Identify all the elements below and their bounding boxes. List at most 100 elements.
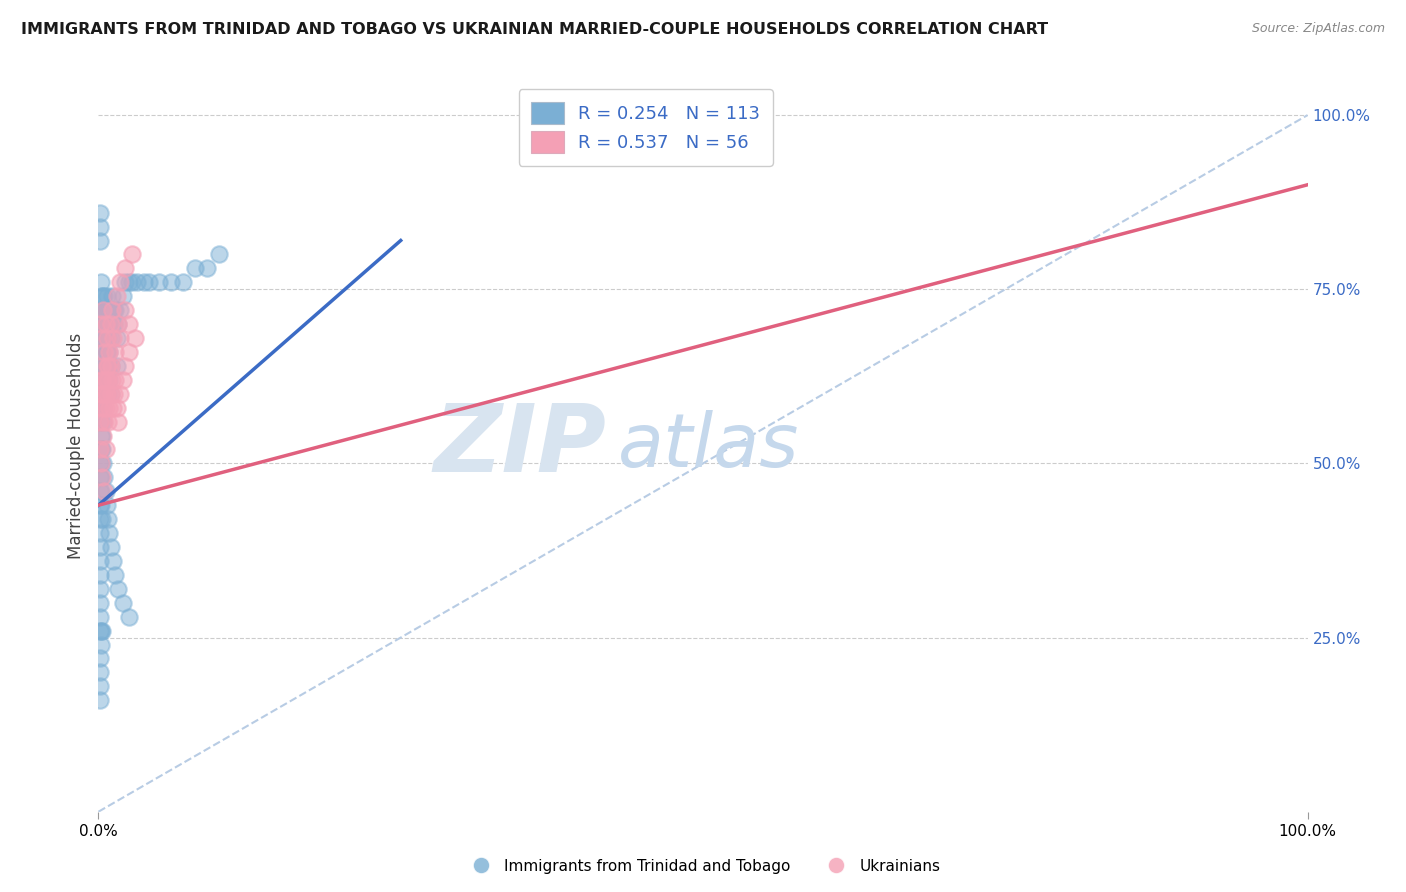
Point <box>89 651 111 665</box>
Point <box>96 331 118 345</box>
Point <box>90 373 112 387</box>
Point <box>100 289 122 303</box>
Point <box>160 275 183 289</box>
Point <box>91 289 114 303</box>
Point <box>91 303 114 318</box>
Point <box>89 386 111 401</box>
Text: IMMIGRANTS FROM TRINIDAD AND TOBAGO VS UKRAINIAN MARRIED-COUPLE HOUSEHOLDS CORRE: IMMIGRANTS FROM TRINIDAD AND TOBAGO VS U… <box>21 22 1049 37</box>
Point <box>97 359 120 373</box>
Point <box>97 331 120 345</box>
Point <box>90 457 112 471</box>
Point <box>89 415 111 429</box>
Point <box>108 303 131 318</box>
Point <box>101 331 124 345</box>
Point <box>111 373 134 387</box>
Point <box>89 442 111 457</box>
Point <box>118 317 141 331</box>
Point <box>91 289 114 303</box>
Point <box>100 317 122 331</box>
Text: ZIP: ZIP <box>433 400 606 492</box>
Point <box>90 386 112 401</box>
Point <box>91 331 114 345</box>
Point <box>90 345 112 359</box>
Point <box>96 498 118 512</box>
Point <box>91 457 114 471</box>
Point <box>91 442 114 457</box>
Point <box>148 275 170 289</box>
Point <box>107 317 129 331</box>
Point <box>93 386 115 401</box>
Point <box>118 345 141 359</box>
Text: atlas: atlas <box>619 410 800 482</box>
Point <box>89 401 111 415</box>
Point <box>104 373 127 387</box>
Point <box>208 247 231 261</box>
Point <box>89 665 111 680</box>
Point <box>100 373 122 387</box>
Point <box>104 303 127 318</box>
Point <box>89 442 111 457</box>
Point <box>93 470 115 484</box>
Point <box>91 317 114 331</box>
Point <box>94 331 117 345</box>
Point <box>91 303 114 318</box>
Point <box>91 428 114 442</box>
Point <box>91 317 114 331</box>
Point <box>118 609 141 624</box>
Point <box>89 567 111 582</box>
Point <box>91 386 114 401</box>
Legend: Immigrants from Trinidad and Tobago, Ukrainians: Immigrants from Trinidad and Tobago, Ukr… <box>460 853 946 880</box>
Point <box>98 373 121 387</box>
Point <box>108 386 131 401</box>
Point <box>89 582 111 596</box>
Point <box>98 345 121 359</box>
Point <box>91 331 114 345</box>
Point <box>93 359 115 373</box>
Point <box>100 317 122 331</box>
Point <box>97 386 120 401</box>
Point <box>111 289 134 303</box>
Point <box>90 442 112 457</box>
Point <box>114 303 136 318</box>
Point <box>134 275 156 289</box>
Point <box>96 289 118 303</box>
Point <box>108 275 131 289</box>
Point <box>105 359 128 373</box>
Point <box>97 512 120 526</box>
Point <box>114 261 136 276</box>
Point <box>105 401 128 415</box>
Point <box>105 331 128 345</box>
Point <box>93 345 115 359</box>
Point <box>91 470 114 484</box>
Point <box>89 693 111 707</box>
Point <box>105 289 128 303</box>
Text: Source: ZipAtlas.com: Source: ZipAtlas.com <box>1251 22 1385 36</box>
Point <box>94 373 117 387</box>
Point <box>94 401 117 415</box>
Point <box>89 540 111 554</box>
Point <box>108 331 131 345</box>
Point <box>90 317 112 331</box>
Point <box>100 386 122 401</box>
Point <box>91 624 114 638</box>
Point <box>94 317 117 331</box>
Point <box>90 470 112 484</box>
Point <box>89 401 111 415</box>
Point <box>97 373 120 387</box>
Point <box>97 303 120 318</box>
Point <box>107 582 129 596</box>
Point <box>121 275 143 289</box>
Point <box>96 386 118 401</box>
Point <box>127 275 149 289</box>
Point <box>90 428 112 442</box>
Point <box>89 512 111 526</box>
Point <box>100 331 122 345</box>
Point <box>91 401 114 415</box>
Point <box>94 359 117 373</box>
Point <box>103 386 125 401</box>
Point <box>89 205 111 219</box>
Point <box>90 359 112 373</box>
Point <box>101 554 124 568</box>
Point <box>93 317 115 331</box>
Point <box>98 317 121 331</box>
